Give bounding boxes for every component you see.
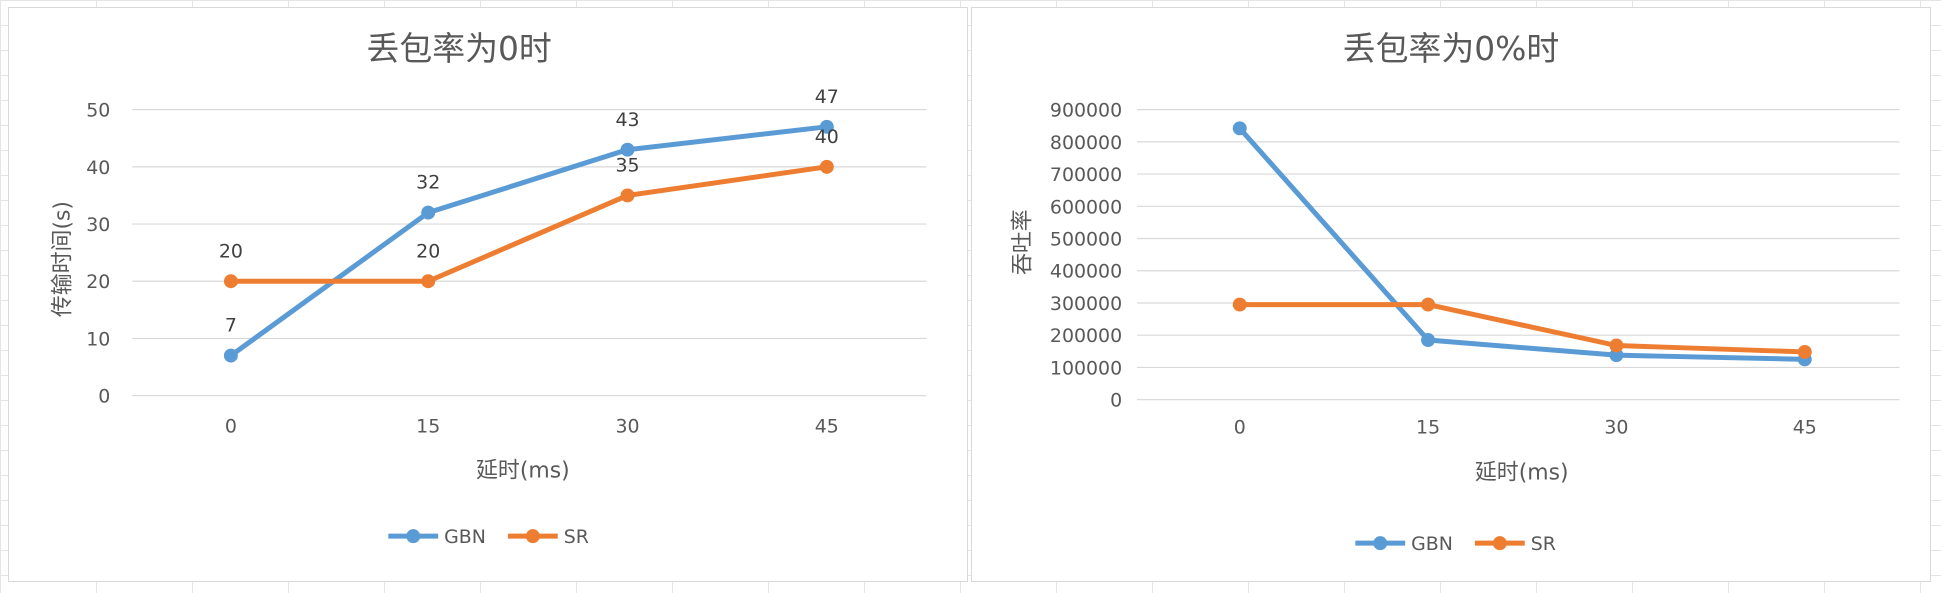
y-tick-label: 40 [86, 157, 110, 179]
data-point-gbn[interactable] [819, 119, 834, 134]
chart-transfer-time-svg: 丢包率为0时 传输时间(s) 延时(ms) 0 10 20 30 40 50 0 15 30 4… [50, 29, 927, 548]
legend-label-sr: SR [1531, 533, 1556, 555]
x-tick-label: 15 [416, 416, 440, 438]
data-label-gbn: 7 [225, 315, 237, 337]
data-point-sr[interactable] [1797, 344, 1812, 359]
series-lines [1232, 121, 1812, 367]
chart-title: 丢包率为0时 [366, 29, 551, 68]
legend[interactable]: GBN SR [388, 526, 589, 548]
y-tick-label: 900000 [1050, 100, 1122, 122]
y-tick-label: 0 [98, 386, 110, 408]
data-point-sr[interactable] [620, 188, 635, 203]
data-point-gbn[interactable] [223, 348, 238, 363]
data-point-sr[interactable] [421, 274, 436, 289]
x-axis-title: 延时(ms) [1475, 460, 1569, 485]
legend-label-sr: SR [564, 526, 589, 548]
x-tick-label: 15 [1416, 417, 1440, 439]
y-tick-label: 800000 [1050, 132, 1122, 154]
legend-label-gbn: GBN [1411, 533, 1453, 555]
data-point-sr[interactable] [1421, 297, 1436, 312]
data-label-sr: 20 [416, 240, 440, 262]
chart-throughput[interactable]: 丢包率为0%时 吞吐率 延时(ms) 0 100000 200000 300000 40… [971, 7, 1931, 582]
data-point-gbn[interactable] [620, 142, 635, 157]
data-label-gbn: 32 [416, 172, 440, 194]
y-tick-labels: 0 10 20 30 40 50 [86, 100, 110, 408]
data-label-sr: 20 [219, 240, 243, 262]
series-line-sr[interactable] [230, 164, 828, 284]
y-tick-label: 50 [86, 100, 110, 122]
legend-marker-sr [1492, 536, 1507, 551]
x-tick-label: 0 [1234, 417, 1246, 439]
y-tick-label: 600000 [1050, 196, 1122, 218]
data-label-gbn: 47 [815, 86, 839, 108]
chart-transfer-time[interactable]: 丢包率为0时 传输时间(s) 延时(ms) 0 10 20 30 40 50 0 15 30 4… [8, 7, 968, 582]
y-tick-label: 500000 [1050, 229, 1122, 251]
data-point-gbn[interactable] [1609, 348, 1624, 363]
series-line-sr[interactable] [1239, 302, 1805, 355]
y-tick-label: 20 [86, 271, 110, 293]
data-label-sr: 35 [615, 155, 639, 177]
data-point-gbn[interactable] [1421, 333, 1436, 348]
x-tick-label: 45 [1793, 417, 1817, 439]
legend-marker-sr [525, 529, 540, 544]
series-line-gbn[interactable] [1237, 126, 1805, 362]
data-labels: 7 32 43 47 20 20 35 40 [219, 86, 839, 337]
y-tick-labels: 0 100000 200000 300000 400000 500000 600000 700… [1050, 100, 1122, 412]
y-axis-title: 传输时间(s) [50, 201, 75, 317]
data-point-gbn[interactable] [421, 205, 436, 220]
x-tick-label: 45 [815, 416, 839, 438]
y-tick-label: 300000 [1050, 293, 1122, 315]
y-tick-label: 400000 [1050, 261, 1122, 283]
y-tick-label: 200000 [1050, 325, 1122, 347]
gridlines [132, 109, 927, 397]
x-tick-label: 0 [225, 416, 237, 438]
x-axis-title: 延时(ms) [476, 458, 570, 483]
legend[interactable]: GBN SR [1355, 533, 1556, 555]
legend-marker-gbn [1373, 536, 1388, 551]
data-point-sr[interactable] [1232, 297, 1247, 312]
x-tick-labels: 0 15 30 45 [1234, 417, 1817, 439]
y-axis-title: 吞吐率 [1010, 209, 1035, 275]
chart-title: 丢包率为0%时 [1343, 29, 1560, 68]
series-line-gbn[interactable] [229, 124, 828, 358]
data-point-sr[interactable] [223, 274, 238, 289]
x-tick-labels: 0 15 30 45 [225, 416, 839, 438]
data-label-gbn: 43 [615, 109, 639, 131]
data-label-sr: 40 [815, 126, 839, 148]
legend-label-gbn: GBN [444, 526, 486, 548]
data-point-gbn[interactable] [1232, 121, 1247, 136]
y-tick-label: 30 [86, 214, 110, 236]
y-tick-label: 700000 [1050, 164, 1122, 186]
y-tick-label: 100000 [1050, 357, 1122, 379]
data-point-sr[interactable] [1609, 338, 1624, 353]
chart-throughput-svg: 丢包率为0%时 吞吐率 延时(ms) 0 100000 200000 300000 40… [1010, 29, 1900, 555]
y-tick-label: 10 [86, 328, 110, 350]
y-tick-label: 0 [1110, 390, 1122, 412]
legend-marker-gbn [406, 529, 421, 544]
x-tick-label: 30 [1604, 417, 1628, 439]
data-point-sr[interactable] [819, 159, 834, 174]
series-lines [223, 119, 834, 363]
x-tick-label: 30 [615, 416, 639, 438]
gridlines [1137, 109, 1900, 401]
